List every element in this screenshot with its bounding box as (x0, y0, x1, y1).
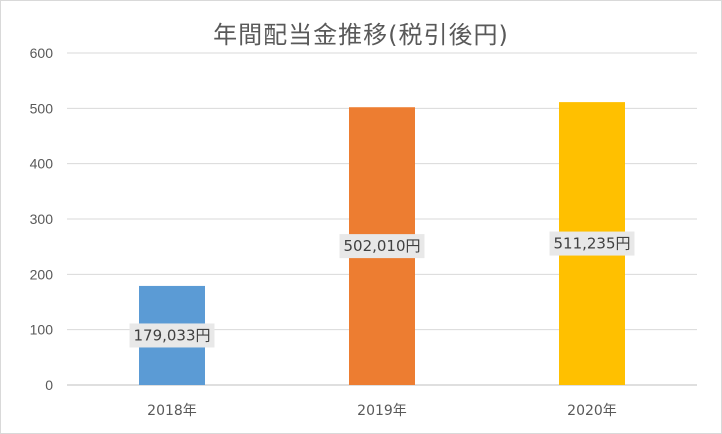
data-label-background (549, 231, 635, 256)
data-label-background (339, 234, 425, 259)
data-label-text: 502,010円 (343, 237, 420, 255)
y-tick-label: 200 (30, 266, 54, 282)
x-tick-label: 2019年 (357, 403, 407, 419)
data-label-text: 511,235円 (553, 235, 630, 253)
y-tick-label: 400 (30, 156, 54, 172)
chart-title: 年間配当金推移(税引後円) (213, 21, 509, 49)
data-label: 502,010円 (339, 234, 425, 259)
data-label: 511,235円 (549, 231, 635, 256)
y-tick-label: 500 (30, 100, 54, 116)
y-tick-label: 100 (30, 322, 54, 338)
x-tick-label: 2020年 (567, 403, 617, 419)
data-label-text: 179,033円 (133, 326, 210, 344)
data-label: 179,033円 (129, 323, 215, 348)
x-tick-label: 2018年 (147, 403, 197, 419)
y-tick-label: 300 (30, 211, 54, 227)
y-tick-label: 0 (45, 377, 53, 393)
y-tick-label: 600 (30, 45, 54, 61)
data-label-background (129, 323, 215, 348)
